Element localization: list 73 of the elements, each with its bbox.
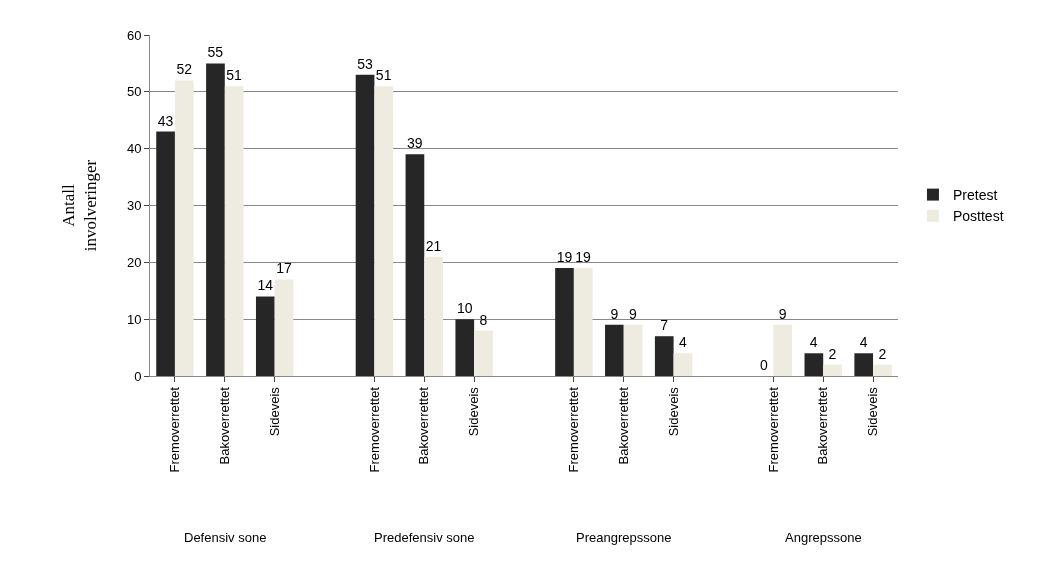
text: Angrepssone bbox=[785, 530, 862, 545]
bar bbox=[854, 353, 874, 376]
data-label: 51 bbox=[375, 67, 392, 84]
x-tick-label: Sideveis bbox=[665, 386, 681, 437]
data-label: 55 bbox=[207, 44, 224, 61]
x-tick-label: Sideveis bbox=[466, 386, 482, 437]
data-label: 2 bbox=[828, 345, 837, 362]
bar bbox=[823, 364, 842, 376]
bar bbox=[873, 364, 892, 376]
bar bbox=[773, 324, 793, 376]
data-label: 43 bbox=[157, 112, 174, 129]
data-label: 4 bbox=[678, 334, 687, 351]
data-label: 4 bbox=[859, 334, 868, 351]
bar bbox=[274, 279, 294, 376]
y-tick-label: 30 bbox=[126, 198, 142, 214]
x-tick-label: Fremoverrettet bbox=[167, 386, 183, 473]
data-label: 2 bbox=[878, 345, 887, 362]
data-label: 17 bbox=[276, 260, 292, 277]
bar bbox=[355, 74, 375, 376]
text: Preangrepssone bbox=[576, 530, 672, 545]
data-label: 14 bbox=[257, 277, 274, 294]
text: Predefensiv sone bbox=[374, 530, 475, 545]
y-axis-title: Antall involveringer bbox=[59, 159, 101, 252]
data-label: 9 bbox=[778, 305, 787, 322]
x-tick-label: Bakoverrettet bbox=[615, 386, 631, 465]
y-tick-label: 0 bbox=[134, 368, 142, 384]
data-label: 9 bbox=[629, 305, 638, 322]
y-tick-label: 60 bbox=[126, 27, 142, 43]
y-tick-label: 50 bbox=[126, 84, 142, 100]
x-tick-label: Bakoverrettet bbox=[815, 386, 831, 465]
x-tick-label: Fremoverrettet bbox=[566, 386, 582, 473]
data-label: 39 bbox=[407, 135, 423, 152]
legend-label: Pretest bbox=[952, 187, 998, 204]
bar bbox=[374, 86, 394, 376]
bar bbox=[555, 268, 574, 376]
data-label: 19 bbox=[575, 249, 592, 266]
data-label: 53 bbox=[357, 55, 373, 72]
x-tick-label: Sideveis bbox=[865, 386, 881, 437]
bar bbox=[654, 336, 674, 376]
x-tick-label: Fremoverrettet bbox=[366, 386, 382, 473]
data-label: 52 bbox=[176, 61, 193, 78]
bar bbox=[156, 131, 175, 376]
y-tick-label: 20 bbox=[126, 254, 142, 270]
data-label: 19 bbox=[556, 249, 573, 266]
bar bbox=[255, 296, 275, 376]
x-tick-label: Sideveis bbox=[266, 386, 282, 437]
bar bbox=[804, 353, 824, 376]
data-label: 0 bbox=[759, 357, 768, 373]
bar bbox=[224, 86, 244, 376]
data-label: 10 bbox=[456, 300, 473, 317]
data-label: 8 bbox=[479, 311, 488, 328]
data-label: 51 bbox=[226, 67, 243, 84]
bar bbox=[474, 330, 493, 376]
bar bbox=[405, 154, 425, 376]
x-tick-label: Fremoverrettet bbox=[765, 386, 781, 473]
data-label: 4 bbox=[809, 334, 818, 351]
bar bbox=[605, 324, 624, 376]
legend-label: Posttest bbox=[952, 208, 1004, 225]
data-label: 7 bbox=[660, 317, 669, 334]
bar bbox=[673, 353, 693, 376]
x-tick-label: Bakoverrettet bbox=[217, 386, 233, 465]
bar bbox=[455, 319, 475, 376]
bar bbox=[424, 256, 443, 376]
bar bbox=[623, 324, 643, 376]
data-label: 21 bbox=[425, 237, 442, 254]
y-tick-label: 10 bbox=[126, 311, 142, 327]
y-tick-label: 40 bbox=[126, 141, 142, 157]
bar bbox=[174, 80, 194, 376]
data-label: 9 bbox=[610, 305, 619, 322]
text: Defensiv sone bbox=[184, 530, 267, 545]
x-tick-label: Bakoverrettet bbox=[416, 386, 432, 465]
bar bbox=[206, 63, 225, 376]
bar bbox=[573, 268, 593, 376]
